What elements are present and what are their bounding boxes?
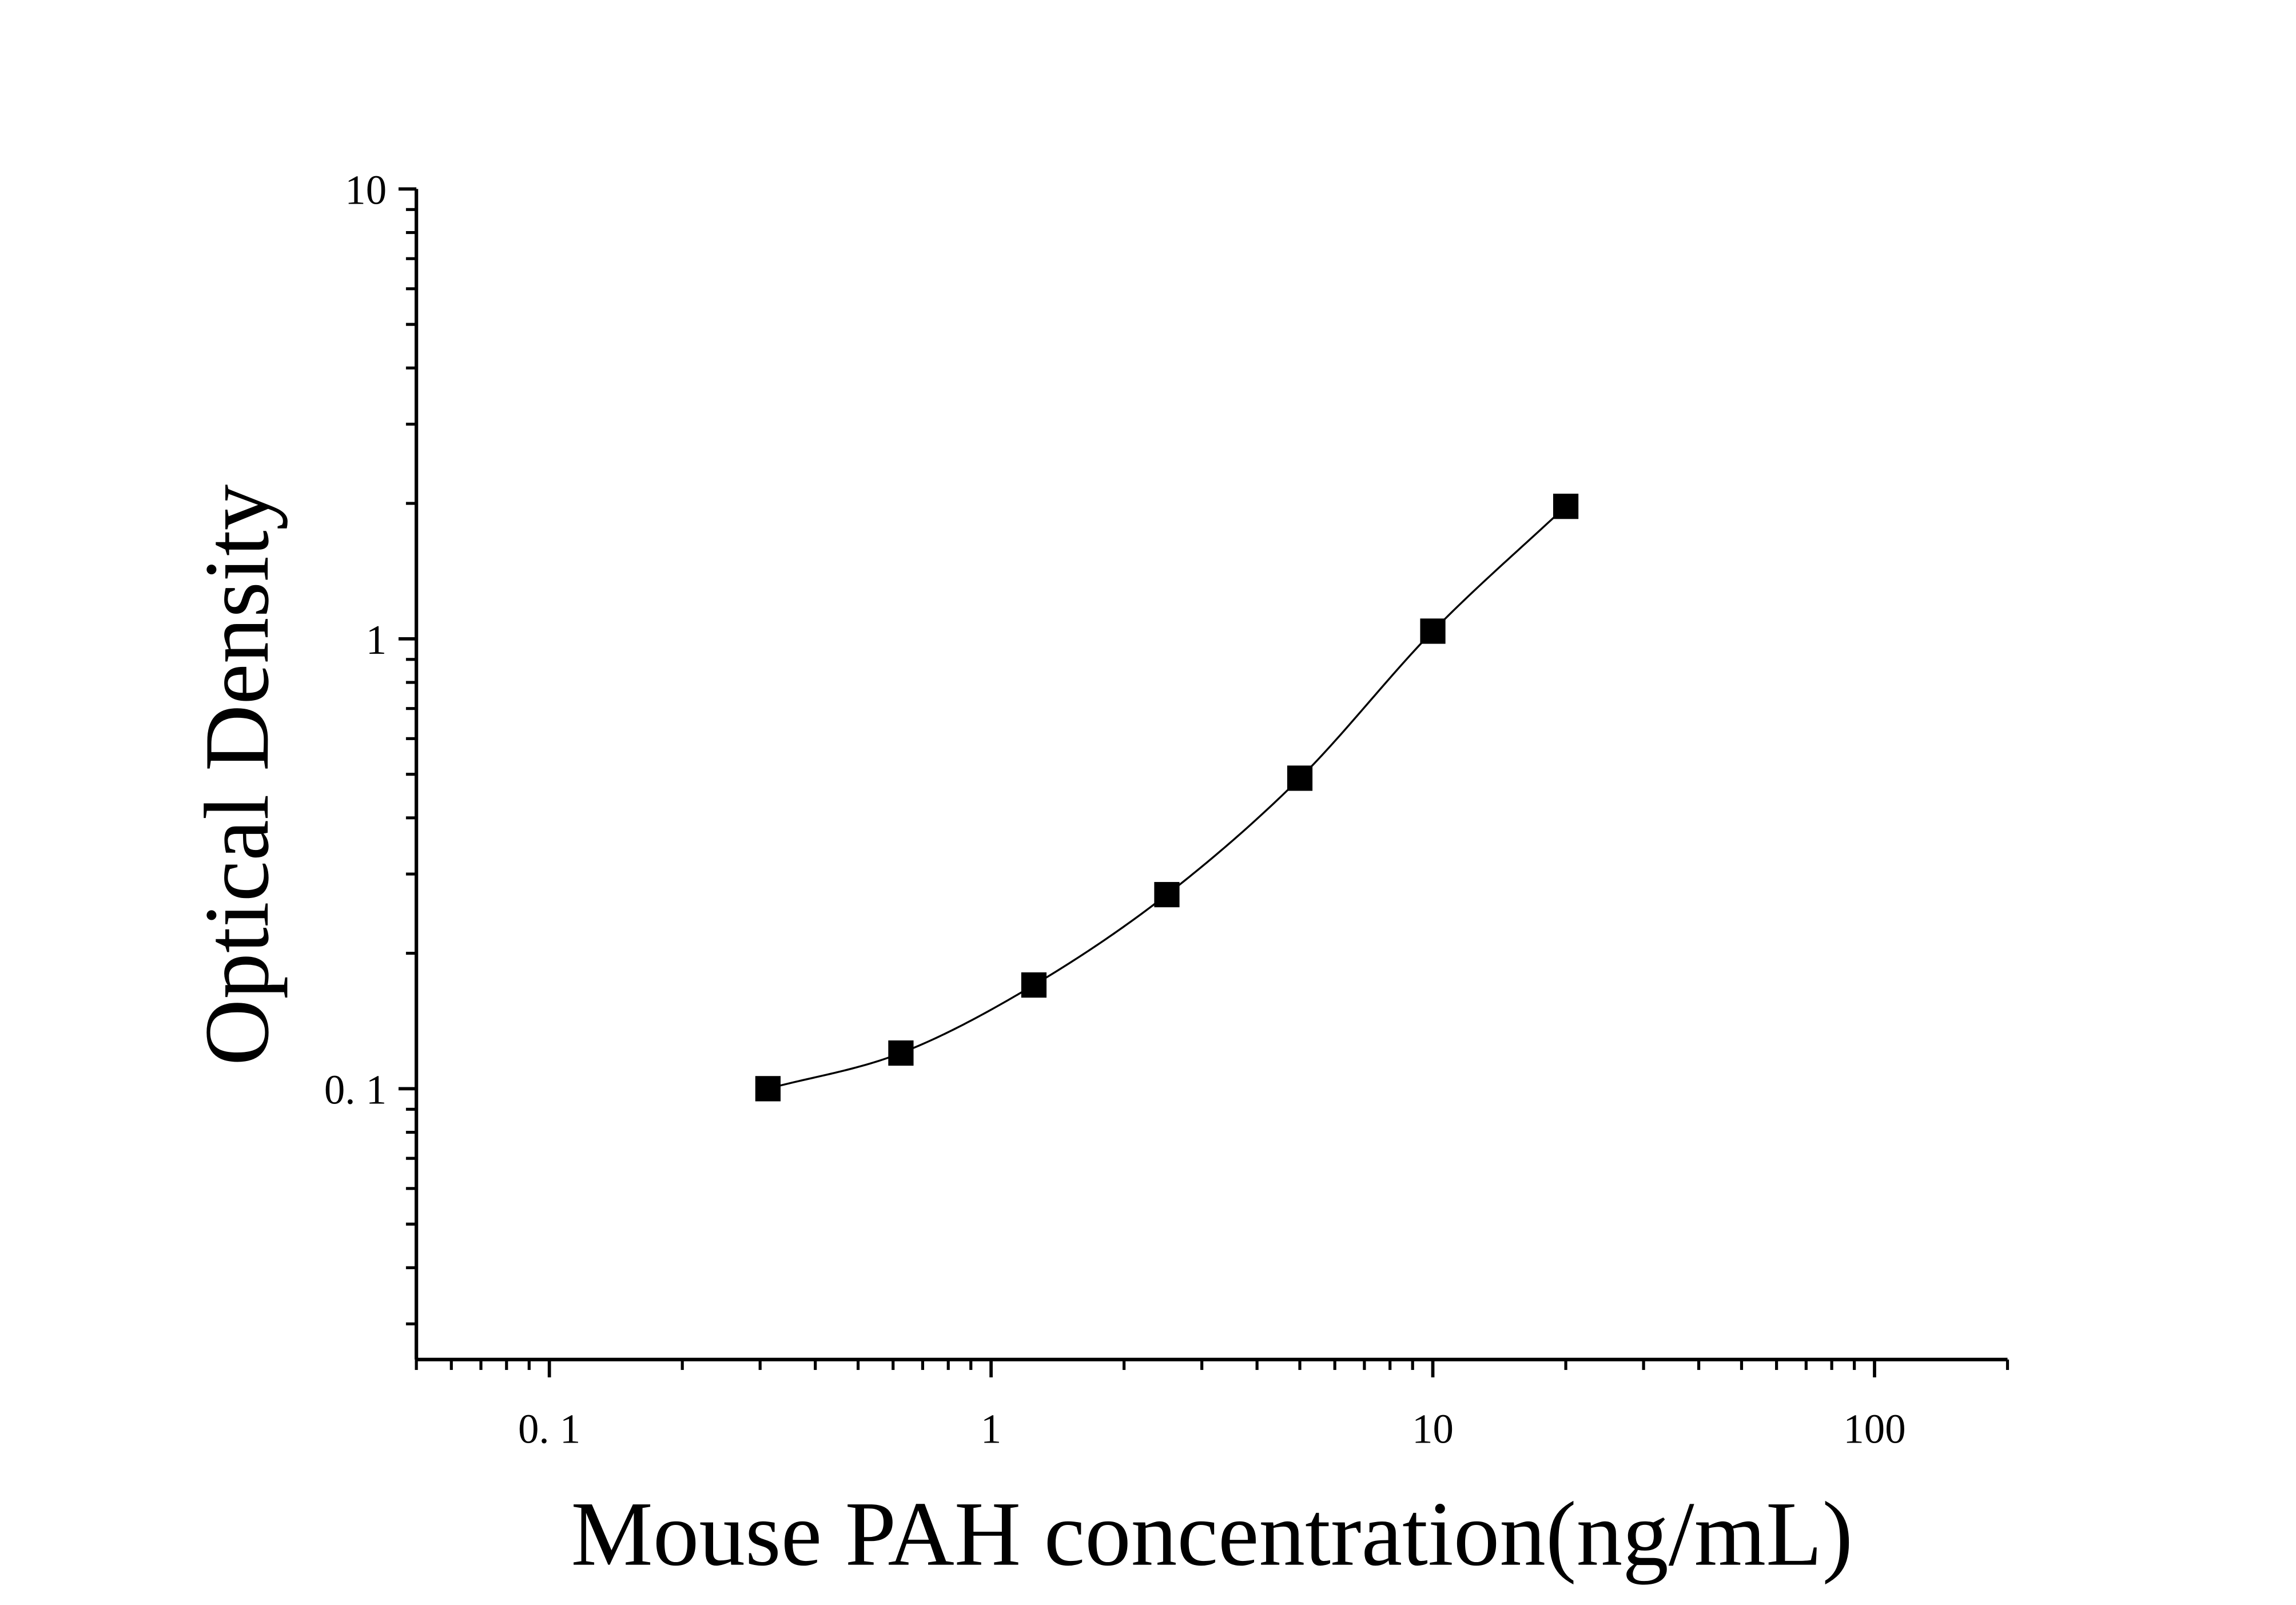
y-tick-label: 0. 1 [324, 1066, 387, 1113]
x-axis-title: Mouse PAH concentration(ng/mL) [571, 1483, 1853, 1585]
data-point-marker [1021, 972, 1047, 998]
y-axis-tick-labels: 0. 1 1 10 [324, 166, 387, 1113]
data-point-marker [1154, 881, 1180, 908]
x-axis-tick-labels: 0. 1 1 10 100 [518, 1405, 1906, 1452]
data-point-marker [1553, 494, 1579, 519]
y-axis-title: Optical Density [185, 484, 288, 1066]
data-point-marker [1420, 618, 1446, 644]
data-markers [755, 494, 1579, 1102]
data-point-marker [755, 1076, 781, 1102]
x-tick-label: 1 [981, 1405, 1001, 1452]
x-tick-label: 0. 1 [518, 1405, 580, 1452]
y-tick-label: 1 [366, 617, 387, 663]
data-point-marker [888, 1040, 914, 1066]
data-point-marker [1287, 765, 1313, 791]
y-tick-label: 10 [345, 166, 387, 213]
fitted-curve [767, 506, 1567, 1090]
x-tick-label: 10 [1412, 1405, 1454, 1452]
x-tick-label: 100 [1843, 1405, 1905, 1452]
plot-area: 0. 1 1 10 0. 1 1 10 100 [324, 166, 2010, 1452]
y-axis-ticks [398, 187, 417, 1326]
x-axis-ticks [415, 1359, 2010, 1378]
